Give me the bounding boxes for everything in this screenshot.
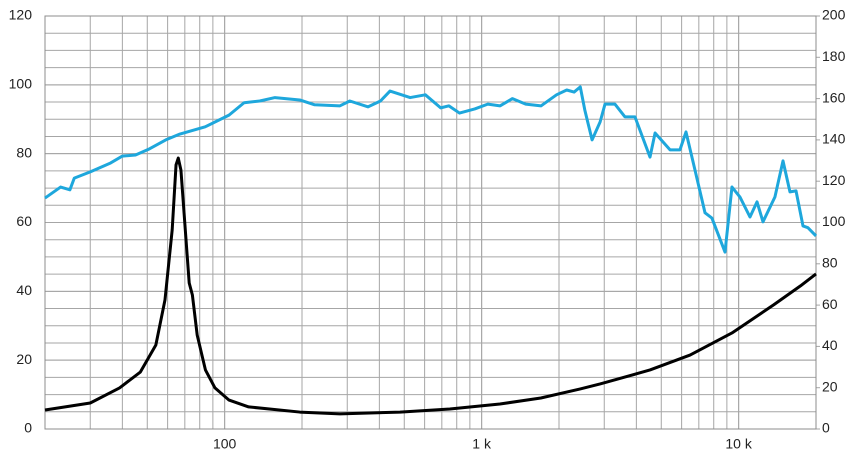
y2-tick-label: 120 xyxy=(822,172,846,188)
y2-tick-label: 140 xyxy=(822,131,846,147)
y2-tick-label: 80 xyxy=(822,255,838,271)
y2-tick-label: 40 xyxy=(822,337,838,353)
y2-tick-label: 200 xyxy=(822,7,846,23)
y2-tick-label: 100 xyxy=(822,213,846,229)
x-tick-label: 100 xyxy=(213,436,237,452)
plot-frame xyxy=(44,15,817,430)
y-tick-label: 80 xyxy=(16,144,32,160)
y-tick-label: 0 xyxy=(24,420,32,436)
y-tick-label: 20 xyxy=(16,351,32,367)
series-line xyxy=(44,85,818,254)
y2-tick-label: 160 xyxy=(822,89,846,105)
y2-tick-label: 20 xyxy=(822,378,838,394)
y-tick-label: 60 xyxy=(16,213,32,229)
y-tick-label: 100 xyxy=(9,76,33,92)
y-tick-label: 120 xyxy=(9,7,33,23)
y-tick-label: 40 xyxy=(16,282,32,298)
series-line xyxy=(44,156,817,416)
y2-tick-label: 180 xyxy=(822,48,846,64)
y2-tick-label: 0 xyxy=(822,420,830,436)
x-tick-label: 10 k xyxy=(725,436,752,452)
x-tick-label: 1 k xyxy=(472,436,492,452)
y2-tick-label: 60 xyxy=(822,296,838,312)
